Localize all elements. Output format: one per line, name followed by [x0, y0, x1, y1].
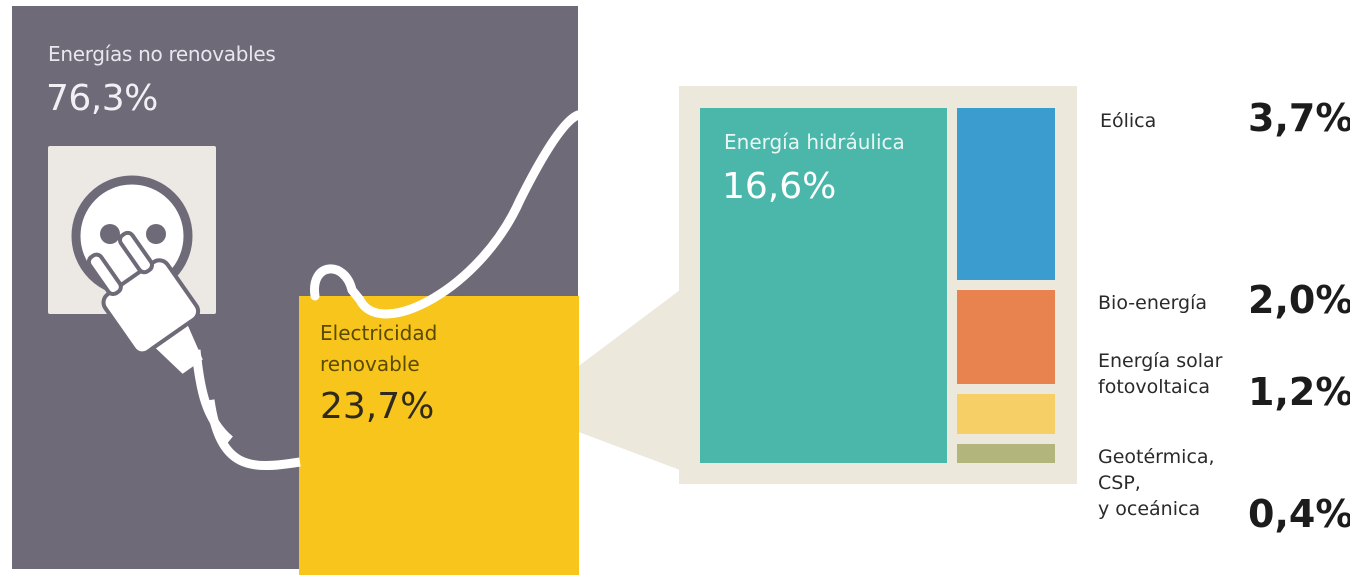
geothermal-csp-ocean-percent: 0,4% [1248, 492, 1350, 536]
hydro-percent: 16,6% [722, 166, 837, 207]
non-renewable-percent: 76,3% [46, 78, 158, 119]
solar-pv-label: Energía solar fotovoltaica [1098, 350, 1223, 398]
wind-segment [957, 108, 1055, 280]
geothermal-csp-ocean-label: Geotérmica, CSP, y oceánica [1098, 446, 1215, 520]
renewable-percent: 23,7% [320, 386, 435, 427]
renewable-block [299, 296, 579, 575]
wind-percent: 3,7% [1248, 96, 1350, 140]
bioenergy-percent: 2,0% [1248, 278, 1350, 322]
renewable-label: Electricidad renovable [320, 321, 438, 376]
non-renewable-label: Energías no renovables [48, 42, 276, 66]
solar-pv-percent: 1,2% [1248, 370, 1350, 414]
wind-label: Eólica [1100, 110, 1157, 132]
hydro-segment [700, 108, 947, 463]
plug-icon [86, 230, 208, 379]
solar-pv-segment [957, 394, 1055, 434]
geothermal-csp-ocean-segment [957, 444, 1055, 463]
cable-upper-line [310, 110, 583, 319]
bioenergy-label: Bio-energía [1098, 292, 1208, 314]
bioenergy-segment [957, 290, 1055, 384]
hydro-label: Energía hidráulica [724, 130, 905, 154]
